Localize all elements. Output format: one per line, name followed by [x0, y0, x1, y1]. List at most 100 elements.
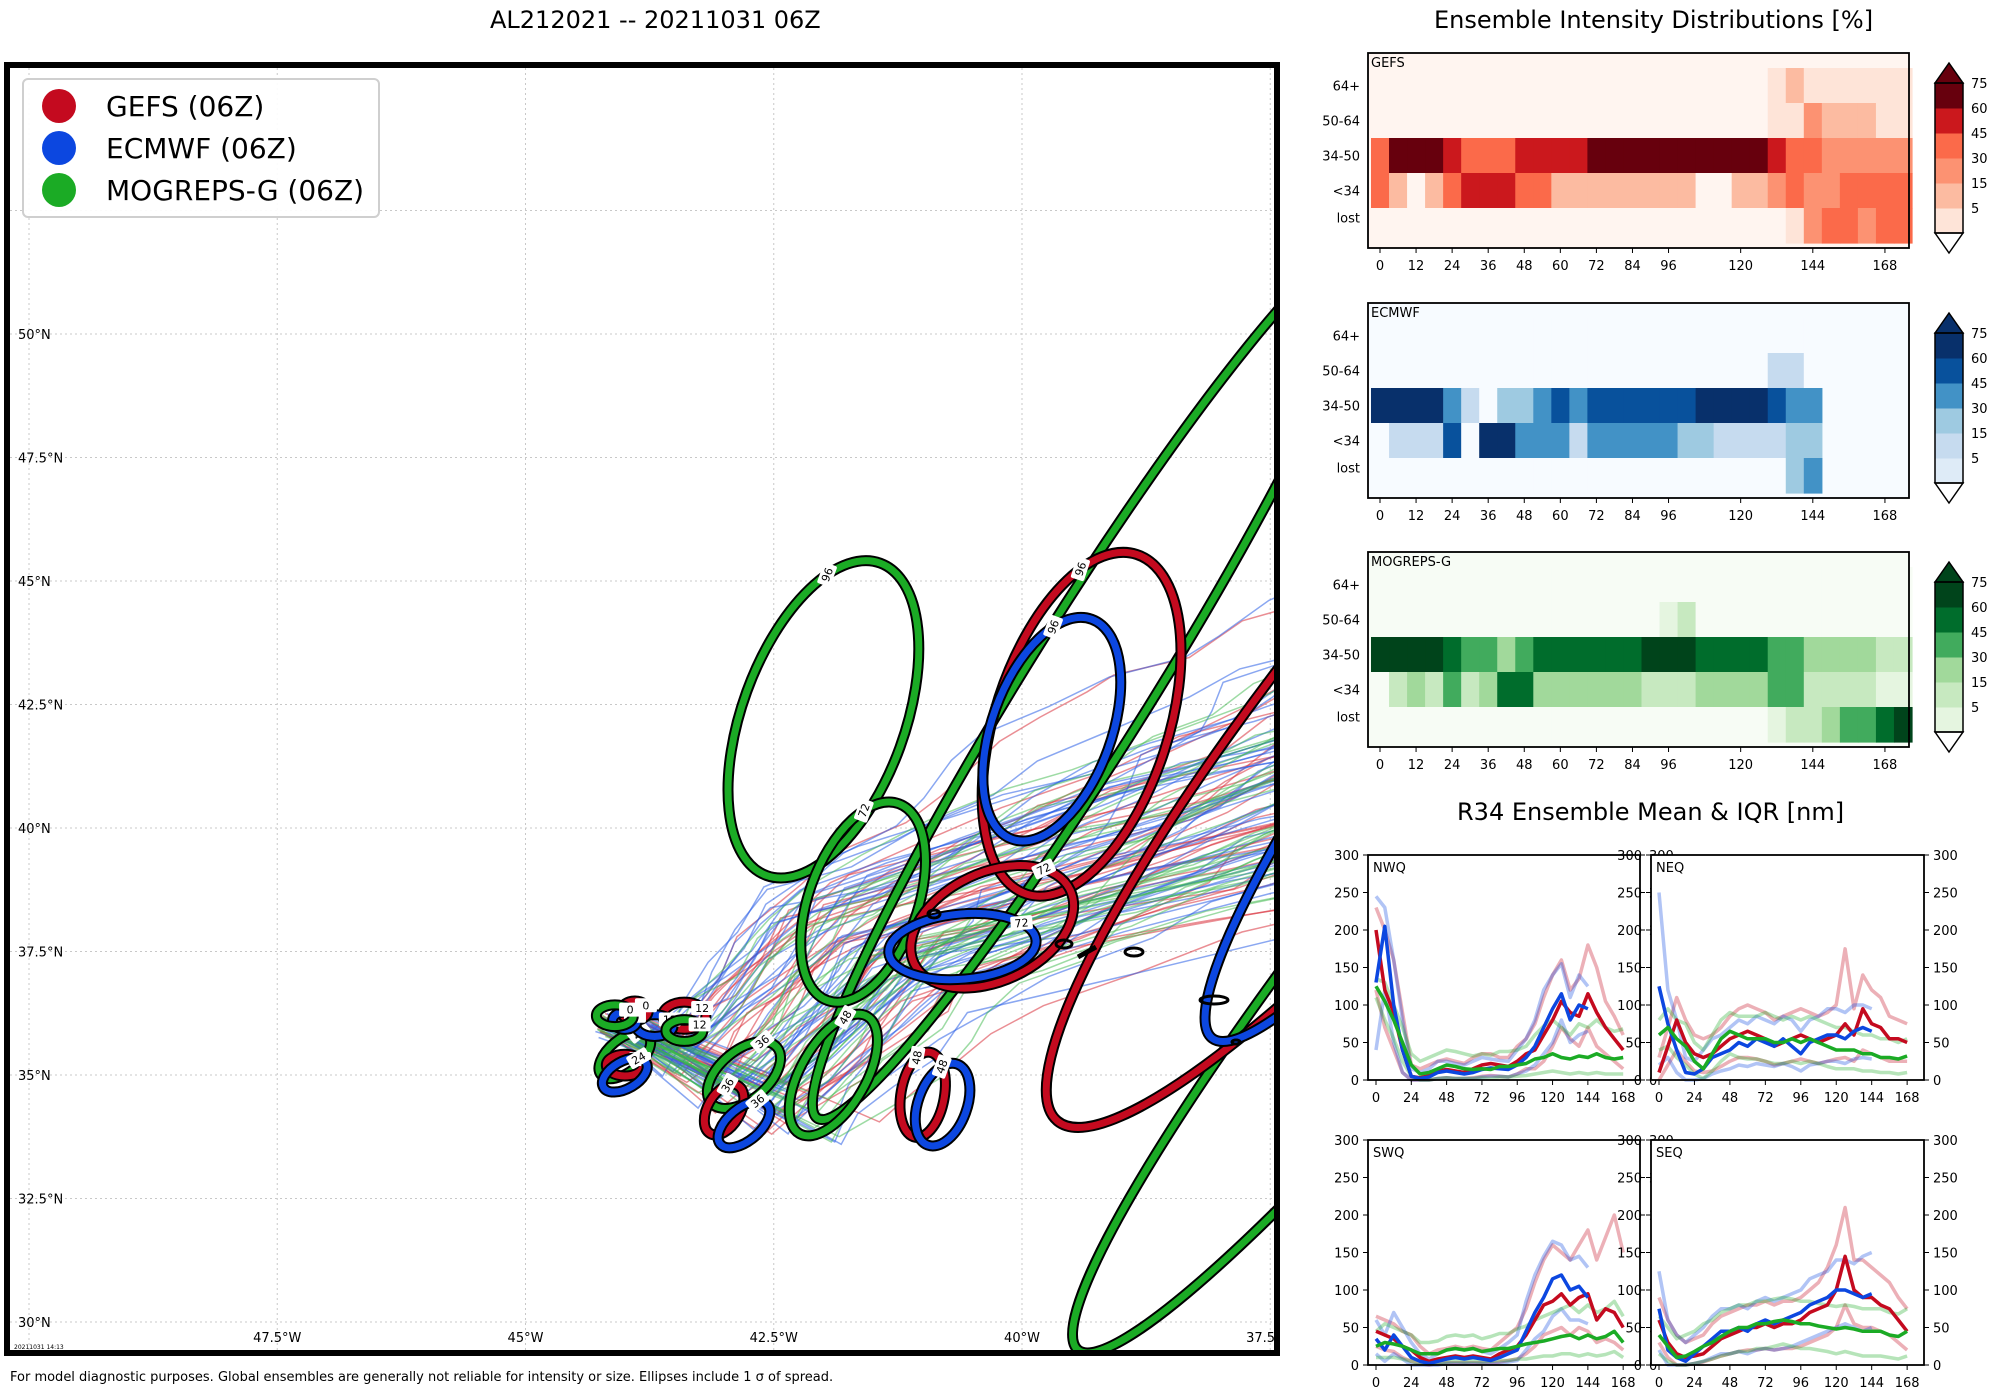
- heatmap-cell: [1875, 637, 1895, 673]
- heatmap-cell: [1875, 173, 1895, 209]
- heatmap-cell: [1803, 707, 1823, 743]
- heatmap-x-label: 12: [1408, 259, 1425, 274]
- heatmap-cell: [1695, 567, 1715, 603]
- heatmap-cell: [1533, 672, 1552, 708]
- r34-y-label: 50: [1625, 1322, 1642, 1337]
- colorbar-tick-label: 30: [1971, 152, 1988, 167]
- heatmap-cell: [1461, 353, 1480, 389]
- colorbar-tick-label: 30: [1971, 651, 1988, 666]
- heatmap-cell: [1551, 637, 1570, 673]
- r34-x-label: 120: [1540, 1091, 1565, 1106]
- colorbar-segment: [1935, 83, 1963, 109]
- heatmap-cell: [1605, 388, 1625, 424]
- heatmap-cell: [1371, 173, 1390, 209]
- heatmap-cell: [1875, 138, 1895, 174]
- heatmap-cell: [1443, 637, 1462, 673]
- heatmap-cell: [1821, 138, 1841, 174]
- lon-tick-label: 45°W: [508, 1331, 544, 1346]
- member-track: [613, 672, 1280, 1075]
- heatmap-cell: [1677, 637, 1697, 673]
- heatmap-cell: [1893, 602, 1913, 638]
- heatmap-cell: [1551, 103, 1570, 139]
- heatmap-cell: [1425, 68, 1444, 104]
- heatmap-cell: [1551, 173, 1570, 209]
- ellipse-label-bg: [1070, 556, 1090, 582]
- r34-x-label: 144: [1575, 1376, 1600, 1391]
- r34-y-label: 300: [1649, 849, 1674, 864]
- heatmap-row-label: 64+: [1333, 80, 1360, 95]
- r34-iqr-ecmwf: [1374, 1307, 1589, 1367]
- heatmap-cell: [1443, 707, 1462, 743]
- member-track: [626, 777, 1280, 1048]
- ellipse-ecmwf-48: 48: [909, 1054, 976, 1152]
- heatmap-cell: [1533, 173, 1552, 209]
- map-background: [4, 62, 1280, 1356]
- r34-mean-gefs: [1375, 1292, 1625, 1364]
- heatmap-cell: [1443, 138, 1462, 174]
- heatmap-cell: [1461, 567, 1480, 603]
- heatmap-cell: [1695, 353, 1715, 389]
- heatmap-cell: [1515, 567, 1534, 603]
- heatmap-cell: [1731, 138, 1751, 174]
- r34-y-label: 300: [1933, 1134, 1958, 1149]
- heatmap-cell: [1767, 423, 1787, 459]
- r34-x-label: 144: [1859, 1091, 1884, 1106]
- heatmap-cell: [1461, 672, 1480, 708]
- heatmap-cell: [1893, 672, 1913, 708]
- r34-y-label: 100: [1933, 999, 1958, 1014]
- heatmap-cell: [1371, 208, 1390, 244]
- heatmap-cell: [1515, 68, 1534, 104]
- r34-y-label: 300: [1617, 849, 1642, 864]
- heatmap-cell: [1695, 388, 1715, 424]
- heatmap-cell: [1839, 68, 1859, 104]
- ellipse-ring: [885, 909, 1040, 984]
- r34-y-label: 250: [1649, 1172, 1674, 1187]
- ellipse-ring: [1201, 166, 1280, 1046]
- heatmap-cell: [1551, 138, 1570, 174]
- r34-x-label: 0: [1372, 1376, 1380, 1391]
- heatmap-cell: [1407, 458, 1426, 494]
- heatmap-cell: [1389, 602, 1408, 638]
- heatmap-cell: [1551, 672, 1570, 708]
- heatmap-cell: [1803, 458, 1823, 494]
- heatmap-cell: [1569, 602, 1588, 638]
- heatmap-cell: [1893, 707, 1913, 743]
- member-track: [600, 863, 1280, 1125]
- heatmap-cell: [1623, 173, 1643, 209]
- r34-x-label: 168: [1895, 1376, 1920, 1391]
- heatmap-cell: [1407, 707, 1426, 743]
- member-track: [597, 836, 1280, 1136]
- heatmap-cell: [1569, 318, 1588, 354]
- heatmap-row-label: 50-64: [1322, 365, 1360, 380]
- heatmap-cell: [1425, 707, 1444, 743]
- r34-x-label: 24: [1403, 1376, 1420, 1391]
- heatmap-cell: [1677, 353, 1697, 389]
- heatmap-cell: [1677, 458, 1697, 494]
- heatmap-row-label: 64+: [1333, 579, 1360, 594]
- member-track: [649, 712, 1280, 1048]
- heatmap-row-label: 50-64: [1322, 115, 1360, 130]
- member-track: [634, 712, 1280, 1043]
- heatmap-cell: [1425, 353, 1444, 389]
- heatmap-cell: [1857, 208, 1877, 244]
- r34-y-label: 250: [1334, 887, 1359, 902]
- heatmap-background: [1368, 552, 1909, 747]
- r34-x-label: 24: [1686, 1376, 1703, 1391]
- ellipse-hour-label: 0: [627, 1004, 634, 1017]
- heatmap-cell: [1767, 68, 1787, 104]
- heatmap-cell: [1839, 707, 1859, 743]
- colorbar-tick-label: 15: [1971, 177, 1988, 192]
- r34-y-label: 250: [1933, 1172, 1958, 1187]
- heatmap-cell: [1479, 208, 1498, 244]
- r34-quadrant-label: NWQ: [1373, 861, 1406, 876]
- r34-x-label: 0: [1372, 1091, 1380, 1106]
- heatmap-cell: [1857, 567, 1877, 603]
- legend-label-ecmwf: ECMWF (06Z): [106, 131, 297, 165]
- heatmap-cell: [1569, 353, 1588, 389]
- r34-mean-mogreps-g: [1657, 1025, 1908, 1071]
- heatmap-cell: [1659, 138, 1679, 174]
- heatmap-cell: [1677, 707, 1697, 743]
- r34-y-label: 300: [1334, 849, 1359, 864]
- r34-y-label: 50: [1649, 1322, 1666, 1337]
- heatmap-cell: [1389, 103, 1408, 139]
